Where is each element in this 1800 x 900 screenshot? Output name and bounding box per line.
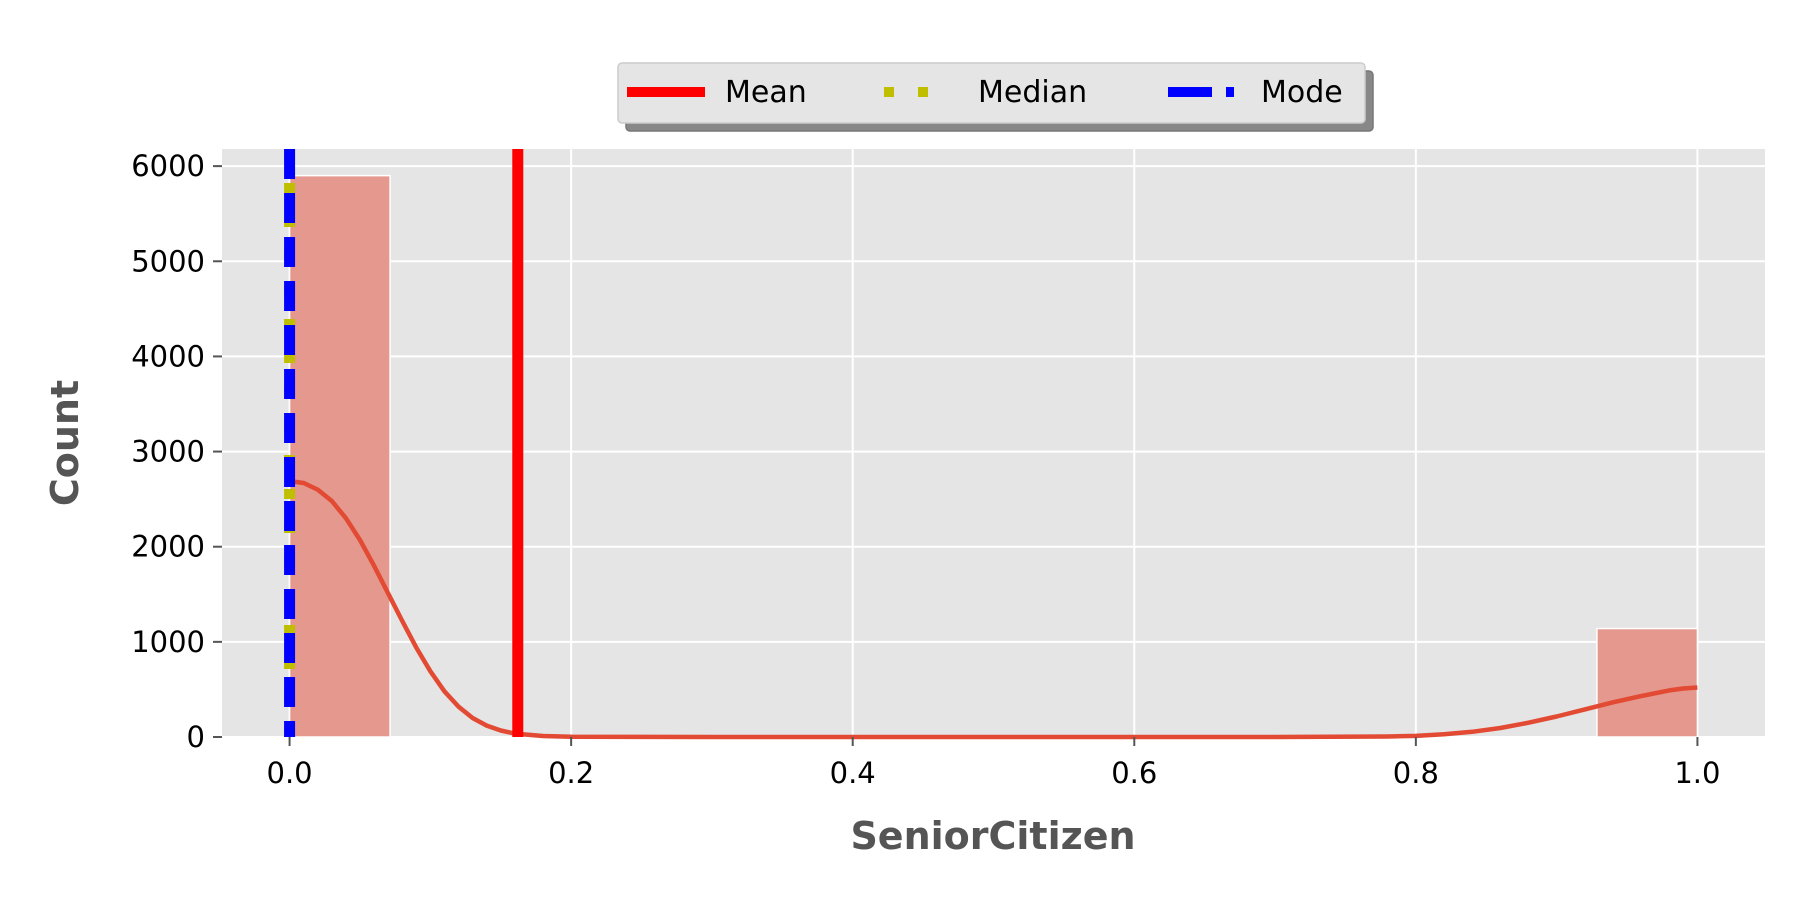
- x-tick-label: 0.0: [267, 756, 313, 790]
- x-axis-title: SeniorCitizen: [850, 814, 1135, 858]
- y-tick-label: 0: [187, 720, 205, 754]
- y-tick-label: 6000: [131, 149, 205, 183]
- y-tick-label: 1000: [131, 625, 205, 659]
- legend-mean-label: Mean: [725, 75, 807, 110]
- legend-median-label: Median: [978, 75, 1087, 110]
- x-tick-label: 0.8: [1393, 756, 1439, 790]
- y-tick-label: 4000: [131, 339, 205, 373]
- y-axis-title: Count: [43, 380, 87, 506]
- y-tick-label: 3000: [131, 435, 205, 469]
- y-tick-label: 5000: [131, 244, 205, 278]
- reference-lines: [284, 149, 524, 737]
- axis-ticks: 0.0 0.2 0.4 0.6 0.8 1.0 0 1000 2000 3000 4000 5000 6…: [131, 149, 1720, 790]
- y-tick-label: 2000: [131, 530, 205, 564]
- x-tick-label: 0.2: [548, 756, 594, 790]
- x-tick-label: 1.0: [1674, 756, 1720, 790]
- histogram-bar: [288, 174, 391, 738]
- kde-curve: [289, 478, 1698, 740]
- legend-box: [617, 62, 1366, 124]
- histogram-bar: [1596, 627, 1699, 738]
- grid-lines: [222, 149, 1765, 738]
- legend-mode-label: Mode: [1261, 75, 1343, 110]
- legend: Mean Median Mode: [617, 62, 1374, 132]
- plot-background: [222, 149, 1765, 737]
- x-tick-label: 0.4: [830, 756, 876, 790]
- kde-line: [289, 478, 1698, 740]
- x-tick-label: 0.6: [1111, 756, 1157, 790]
- histogram-bars: [288, 174, 1699, 738]
